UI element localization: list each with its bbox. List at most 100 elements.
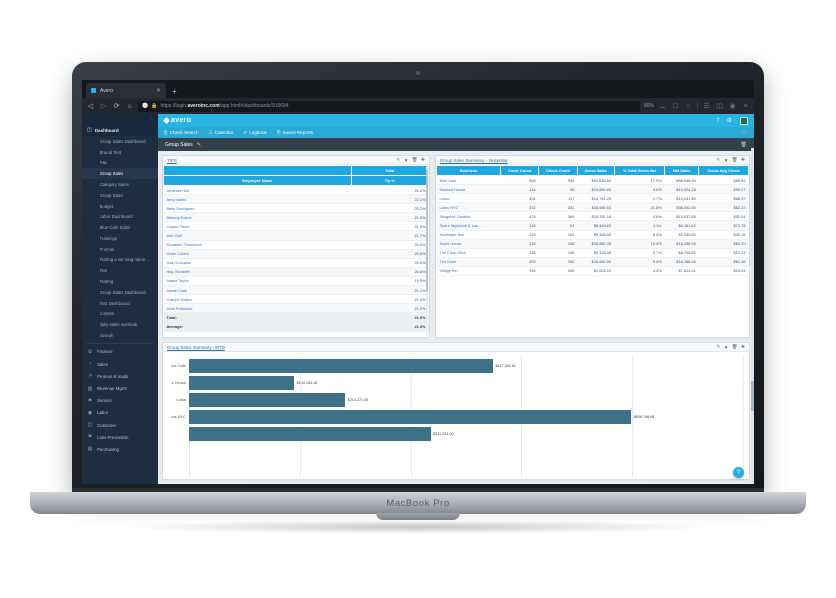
funnel-icon[interactable]: ▼ — [723, 157, 729, 163]
table-row[interactable]: Village Inn 916 269 $1,003.10 4.4% $7,614.41 $… — [436, 266, 749, 277]
employee-name[interactable]: Hay. Morabith — [163, 267, 352, 277]
trash-icon[interactable]: 🗑 — [731, 344, 738, 349]
drag-handle-icon[interactable]: ⋮ — [91, 278, 96, 284]
sidebar-item-trainings[interactable]: ⋮ Trainings — [82, 233, 158, 244]
menu-icon[interactable]: ≡ — [743, 102, 748, 110]
table-row[interactable]: Sushi House 219 168 $18,660.48 10.4% $18,288.… — [436, 239, 749, 249]
table-row[interactable]: Jamie Clark 21.1% — [163, 285, 429, 296]
summary-cell-business[interactable]: Blue Cafe — [436, 175, 501, 186]
employee-name[interactable]: Gabe Collins — [163, 249, 352, 259]
drag-handle-icon[interactable]: ⋮ — [91, 256, 96, 262]
widget-title[interactable]: Group Sales Summary - MTD — [167, 344, 225, 350]
table-row[interactable]: Gail Gonzalez 20.0% — [163, 258, 429, 268]
sidebar-item-test[interactable]: ⋮ Test — [82, 265, 158, 276]
drag-handle-icon[interactable]: ⋮ — [91, 192, 96, 198]
shield-icon[interactable]: ⚪ — [142, 103, 149, 109]
cart-icon[interactable]: 🛒 — [741, 129, 748, 136]
table-row[interactable]: Hay. Morabith 20.6% — [163, 267, 429, 277]
table-row[interactable]: The Chop Stick 245 159 $9,125.00 5.7% $8,796.… — [436, 248, 749, 258]
move-icon[interactable]: ✚ — [741, 157, 745, 162]
sidebar-item-group-sales[interactable]: ⋮ Group Sales — [82, 168, 158, 180]
summary-cell-business[interactable]: Sunflower Bar — [436, 230, 501, 240]
sidebar-item-brandi-test[interactable]: ⋮ Brandi Test — [82, 147, 158, 158]
sidebar-nav-sales[interactable]: ◔ Sales — [82, 358, 158, 370]
summary-cell-business[interactable]: Village Inn — [436, 266, 501, 277]
table-row[interactable]: Lotus NYC 472 281 $38,680.53 21.8% $38,002.60… — [436, 202, 749, 213]
summary-cell-business[interactable]: Sushi House — [436, 239, 501, 249]
sidebar-item-testing[interactable]: ⋮ Testing — [82, 276, 158, 287]
table-row[interactable]: Cassie Perez 21.0% — [163, 221, 429, 232]
chart-bar[interactable] — [189, 409, 632, 424]
table-row[interactable]: Deb Gall 21.7% — [163, 230, 429, 241]
chart-bar[interactable] — [189, 375, 295, 390]
table-row[interactable]: Spark Nightclub & Lou... 115 91 $8,489.83 4.… — [436, 220, 749, 231]
user-avatar[interactable] — [740, 116, 748, 125]
close-icon[interactable]: ✕ — [155, 87, 161, 94]
sidebar-item-labor-dashboard[interactable]: ⋮ Labor Dashboard — [82, 211, 158, 222]
menu-item-saved-reports[interactable]: ⎘ Saved Reports — [277, 130, 313, 136]
reload-icon[interactable]: ⟳ — [113, 103, 120, 110]
chart-bar[interactable] — [189, 358, 493, 373]
account-icon[interactable]: ◉ — [729, 103, 736, 110]
help-icon[interactable]: ? — [716, 117, 720, 124]
bookmark-star-icon[interactable]: ☆ — [685, 103, 692, 110]
trash-icon[interactable]: 🗑 — [740, 141, 747, 148]
drag-handle-icon[interactable]: ⋮ — [91, 299, 96, 305]
browser-tab[interactable]: Avero ✕ — [86, 83, 166, 98]
move-icon[interactable]: ✚ — [421, 157, 425, 162]
forward-arrow-icon[interactable]: ▷ — [100, 103, 107, 110]
table-row[interactable]: Elizabeth Thompson 20.8% — [163, 240, 429, 250]
sidebar-nav-customer[interactable]: ◱ Customer — [82, 419, 158, 431]
sidebar-icon[interactable]: ◫ — [716, 103, 723, 110]
sidebar-nav-service[interactable]: ⚑ Service — [82, 395, 158, 407]
sidebar-item-daily-sales-overlook[interactable]: ⋮ daily sales overlook — [82, 319, 158, 330]
drag-handle-icon[interactable]: ⋮ — [91, 267, 96, 273]
employee-name[interactable]: Brittany Evans — [163, 212, 352, 223]
drag-handle-icon[interactable]: ⋮ — [91, 310, 96, 316]
zoom-level[interactable]: 80% — [643, 103, 654, 109]
app-scrollbar[interactable] — [751, 148, 754, 484]
employee-name[interactable]: Joseph Walker — [163, 294, 352, 305]
summary-cell-business[interactable]: Lotus — [436, 193, 501, 204]
employee-name[interactable]: John Robinson — [163, 303, 352, 314]
sidebar-nav-revenue-mgmt[interactable]: ▥ Revenue Mgmt — [82, 382, 158, 394]
sidebar-nav-labor[interactable]: ◉ Labor — [82, 407, 158, 419]
employee-name[interactable]: Jamie Clark — [163, 285, 352, 296]
collapse-icon[interactable]: ◌ — [150, 116, 153, 122]
trash-icon[interactable]: 🗑 — [411, 157, 418, 162]
sidebar-item-group-sales-dashboard[interactable]: ⋮ Group Sales Dashboard — [82, 287, 158, 298]
move-icon[interactable]: ✚ — [741, 344, 745, 349]
sidebar-nav-purchasing[interactable]: ▤ Purchasing — [82, 443, 158, 455]
brand-logo[interactable]: avero — [162, 116, 191, 125]
table-row[interactable]: Brittany Evans 21.6% — [163, 212, 429, 223]
back-arrow-icon[interactable]: ◁ — [87, 103, 94, 110]
sidebar-item-group-sales-dashboard[interactable]: ⋮ Group Sales Dashboard — [82, 136, 158, 147]
library-icon[interactable]: ☰ — [703, 103, 710, 110]
sidebar-nav-promos-voids[interactable]: ↗ Promos & Voids — [82, 370, 158, 382]
drag-handle-icon[interactable]: ⋮ — [91, 181, 96, 187]
summary-cell-business[interactable]: Slingshot Cantina — [436, 211, 501, 222]
sidebar-item-budget[interactable]: ⋮ Budget — [82, 201, 158, 212]
employee-name[interactable]: Amanda Hall — [163, 185, 352, 196]
summary-cell-business[interactable]: The Diner — [436, 257, 501, 267]
drag-handle-icon[interactable]: ⋮ — [91, 170, 96, 176]
drag-handle-icon[interactable]: ⋮ — [91, 213, 96, 219]
settings-icon[interactable]: ⚙ — [726, 118, 732, 124]
pencil-icon[interactable]: ✎ — [716, 157, 721, 162]
summary-cell-business[interactable]: Havana House — [436, 184, 501, 195]
funnel-icon[interactable]: ▼ — [723, 344, 729, 350]
sidebar-item-contest[interactable]: ⋮ Contest — [82, 309, 158, 320]
summary-cell-business[interactable]: Lotus NYC — [436, 202, 501, 213]
summary-cell-business[interactable]: Spark Nightclub & Lou... — [436, 220, 501, 231]
widget-title[interactable]: Group Sales Summary - Yesterday — [440, 157, 508, 163]
table-row[interactable]: Havana House 114 96 $19,660.83 3.6% $19,024.2… — [436, 184, 749, 195]
widget-title[interactable]: TIPS — [167, 157, 177, 163]
drag-handle-icon[interactable]: ⋮ — [91, 138, 96, 144]
employee-name[interactable]: Cassie Perez — [163, 221, 352, 232]
drag-handle-icon[interactable]: ⋮ — [91, 245, 96, 251]
menu-item-logbook[interactable]: ✐ Logbook — [243, 130, 267, 136]
table-row[interactable]: Joseph Walker 21.4% — [163, 294, 429, 305]
drag-handle-icon[interactable]: ⋮ — [91, 202, 96, 208]
pencil-icon[interactable]: ✎ — [396, 157, 401, 162]
employee-name[interactable]: Amy Martin — [163, 194, 352, 205]
